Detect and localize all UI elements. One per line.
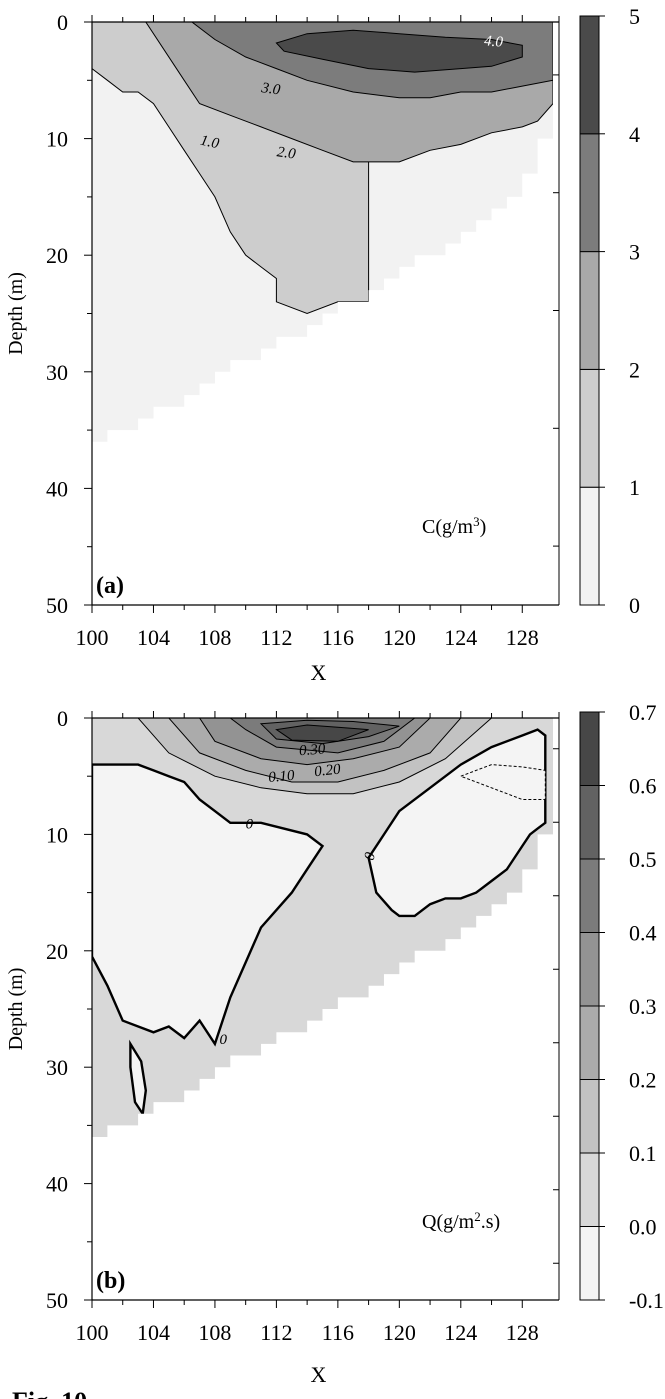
x-tick-label: 120	[383, 625, 416, 650]
contour-field	[92, 22, 553, 442]
colorbar-tick-label: 0.0	[629, 1215, 657, 1240]
y-tick-label: 0	[57, 706, 68, 731]
x-axis-label: X	[311, 660, 327, 685]
chart-panel-b: 100 104 108 112 116 120 124 128 0 10 20 30 40 50 X Dept…	[5, 700, 664, 1387]
colorbar-segment	[579, 368, 600, 488]
x-tick-label: 112	[260, 625, 292, 650]
y-tick-label: 50	[46, 593, 68, 618]
x-tick-label: 108	[198, 1320, 231, 1345]
x-tick-label: 124	[444, 1320, 477, 1345]
colorbar-tick-label: 4	[629, 122, 640, 147]
y-tick-label: 30	[46, 360, 68, 385]
x-tick-label: 100	[76, 625, 109, 650]
figure-label: Fig. 10	[12, 1387, 87, 1399]
quantity-label: Q(g/m2.s)	[422, 1209, 500, 1234]
x-tick-label: 124	[444, 625, 477, 650]
y-tick-label: 40	[46, 1172, 68, 1197]
y-tick-label: 10	[46, 127, 68, 152]
x-tick-label: 128	[506, 625, 539, 650]
colorbar-segment	[579, 251, 600, 370]
colorbar-segment	[579, 1005, 600, 1080]
colorbar-tick-label: 5	[629, 4, 640, 29]
y-tick-label: 50	[46, 1288, 68, 1313]
x-tick-label: 128	[506, 1320, 539, 1345]
x-tick-label: 100	[76, 1320, 109, 1345]
colorbar-tick-label: 0.4	[629, 921, 657, 946]
contour-label: 0	[362, 850, 380, 862]
panel-label: (a)	[96, 573, 124, 599]
colorbar-tick-label: -0.1	[629, 1288, 664, 1313]
y-tick-label: 30	[46, 1055, 68, 1080]
colorbar-tick-label: 0.2	[629, 1068, 657, 1093]
colorbar-tick-label: 0.3	[629, 994, 657, 1019]
panel-label: (b)	[96, 1268, 125, 1294]
x-axis-label: X	[311, 1362, 327, 1387]
colorbar-segment	[579, 711, 600, 786]
contour-label: 0.20	[314, 761, 342, 780]
contour-label: 0.30	[299, 741, 327, 759]
contour-label: 1.0	[199, 133, 221, 153]
x-tick-label: 116	[322, 625, 354, 650]
x-tick-label: 108	[198, 625, 231, 650]
contour-label: 4.0	[484, 33, 504, 50]
colorbar-tick-label: 0.6	[629, 774, 657, 799]
y-axis-label: Depth (m)	[5, 272, 27, 355]
quantity-label: C(g/m3)	[422, 514, 486, 539]
contour-region	[275, 724, 369, 742]
colorbar-segment	[579, 1079, 600, 1154]
colorbar-segment	[579, 15, 600, 135]
colorbar-tick-label: 0	[629, 593, 640, 618]
y-tick-label: 0	[57, 10, 68, 35]
x-tick-label: 116	[322, 1320, 354, 1345]
zero-contour-region	[92, 763, 325, 1047]
contour-label: 2.0	[276, 144, 297, 163]
contour-label: 0	[246, 817, 254, 833]
y-tick-label: 10	[46, 822, 68, 847]
colorbar-segment	[579, 133, 600, 253]
y-tick-label: 20	[46, 939, 68, 964]
colorbar-tick-label: 0.1	[629, 1141, 657, 1166]
colorbar-segment	[579, 486, 600, 606]
y-axis-label: Depth (m)	[5, 968, 27, 1051]
chart-panel-a: 100 104 108 112 116 120 124 12801020304050XDept…	[5, 4, 640, 685]
colorbar-tick-label: 0.5	[629, 847, 657, 872]
colorbar-segment	[579, 785, 600, 860]
x-tick-label: 112	[260, 1320, 292, 1345]
x-tick-label: 120	[383, 1320, 416, 1345]
contour-label: 3.0	[259, 80, 281, 99]
x-tick-label: 104	[137, 1320, 170, 1345]
y-tick-label: 20	[46, 243, 68, 268]
contour-region	[275, 29, 523, 73]
x-tick-label: 104	[137, 625, 170, 650]
colorbar-segment	[579, 1226, 600, 1301]
contour-label: 0.10	[268, 768, 296, 786]
contour-label: 0	[220, 1032, 228, 1048]
colorbar-segment	[579, 858, 600, 933]
colorbar-tick-label: 2	[629, 357, 640, 382]
colorbar-segment	[579, 1152, 600, 1227]
zero-contour-region	[459, 764, 546, 800]
colorbar-tick-label: 3	[629, 240, 640, 265]
y-tick-label: 40	[46, 476, 68, 501]
colorbar-segment	[579, 932, 600, 1007]
colorbar-tick-label: 0.7	[629, 700, 657, 725]
colorbar-tick-label: 1	[629, 475, 640, 500]
